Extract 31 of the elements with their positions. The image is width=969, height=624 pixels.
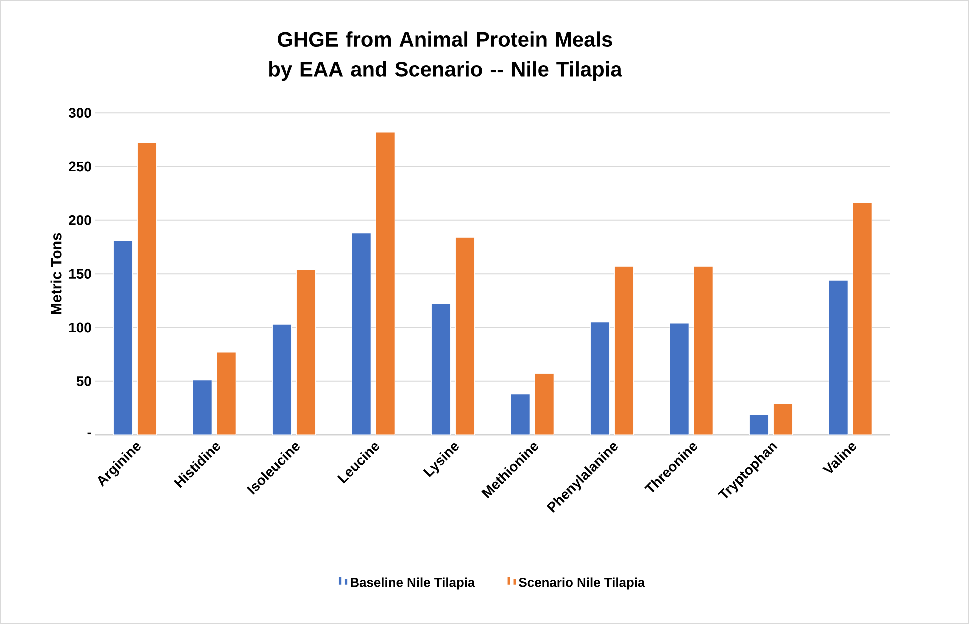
legend-label: Scenario Nile Tilapia [519,578,646,590]
chart-title: GHGE from Animal Protein Meals by EAA and Scenario -- Nile Tilapia [269,32,622,82]
bar [455,237,475,436]
y-axis-title: Metric Tons [50,233,62,314]
y-tick-label: 150 [69,269,92,280]
bar [272,324,292,436]
bar [694,266,714,436]
bar [749,414,769,436]
bar [828,280,848,436]
bar [614,266,634,436]
bar [852,202,872,436]
bar [431,304,451,436]
y-tick-label: 300 [68,108,92,118]
bar [352,232,372,436]
bar [296,269,316,436]
y-tick-label: 50 [76,376,92,386]
legend-label: Baseline Nile Tilapia [351,578,476,590]
bar [670,323,690,436]
bar [590,322,610,436]
bar [534,374,554,436]
y-tick-label: 250 [69,162,92,172]
bar [113,240,133,436]
bar [192,380,212,436]
bar [137,142,157,436]
bar [216,352,236,436]
y-tick-label: 100 [69,322,92,333]
bar [510,394,530,436]
y-tick-label: 200 [69,215,92,226]
bar [376,132,396,436]
bar [773,404,793,436]
y-tick-label: - [88,432,92,435]
